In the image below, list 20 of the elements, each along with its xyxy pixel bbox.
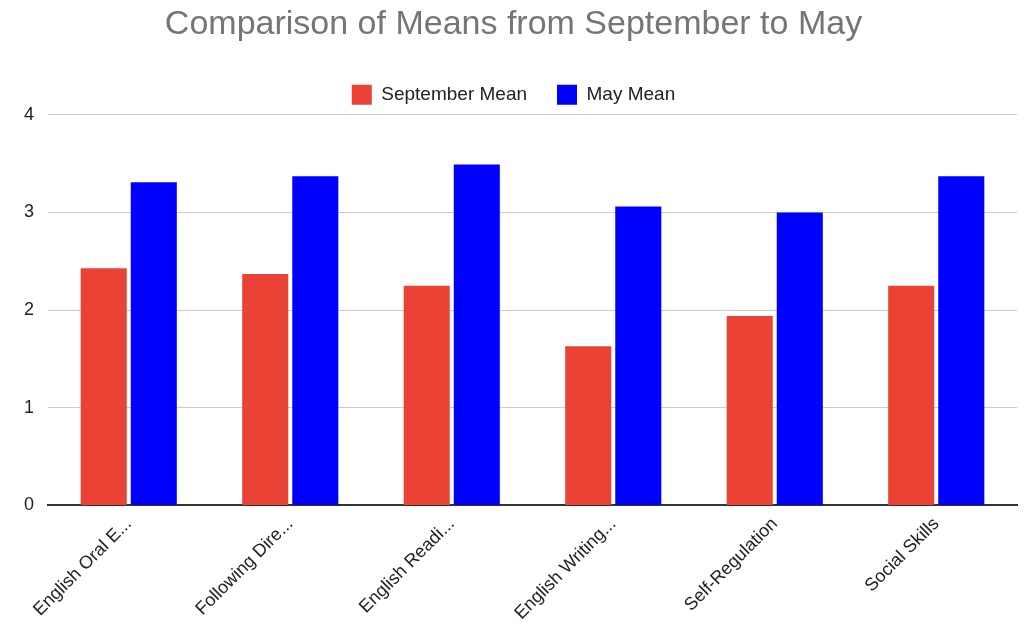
bar	[938, 176, 985, 505]
bar	[726, 315, 773, 505]
legend-label: September Mean	[381, 83, 528, 105]
y-tick-label: 1	[24, 396, 35, 417]
bar	[615, 206, 662, 505]
bar	[776, 212, 823, 505]
y-tick-label: 2	[24, 299, 35, 320]
bar	[292, 176, 339, 505]
bar	[565, 346, 612, 505]
bar	[453, 164, 500, 505]
bar	[403, 285, 450, 505]
bar	[130, 182, 177, 505]
bar	[80, 268, 127, 505]
chart-title: Comparison of Means from September to May	[164, 2, 863, 41]
y-tick-label: 4	[24, 103, 35, 124]
y-tick-label: 0	[24, 494, 35, 515]
bar	[242, 274, 289, 505]
legend-label: May Mean	[586, 83, 676, 105]
y-tick-label: 3	[24, 201, 35, 222]
bar	[888, 285, 935, 505]
